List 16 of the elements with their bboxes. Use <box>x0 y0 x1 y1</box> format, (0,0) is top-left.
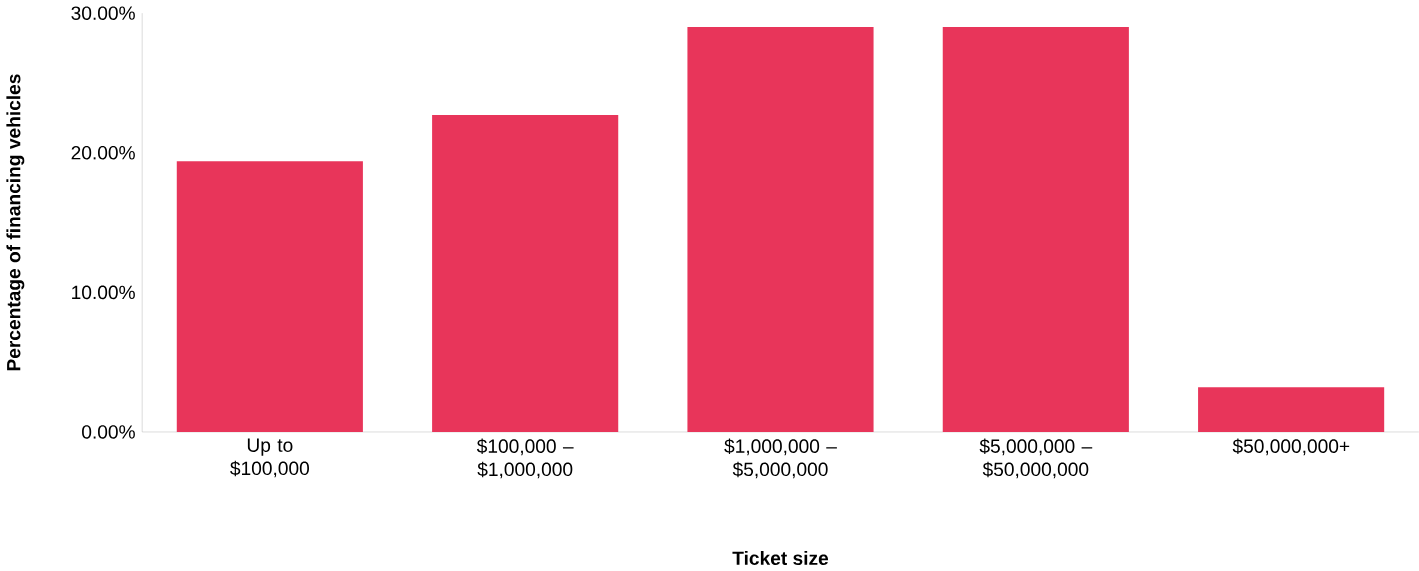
x-tick-label: $1,000,000 – $5,000,000 <box>724 438 837 479</box>
x-tick-label: $100,000 – $1,000,000 <box>476 438 574 479</box>
bar <box>1198 387 1385 432</box>
y-axis-title: Percentage of financing vehicles <box>6 74 25 371</box>
x-axis-title: Ticket size <box>732 550 829 565</box>
y-tick-label: 20.00% <box>71 145 135 160</box>
bar <box>432 114 619 432</box>
x-tick-label: Up to $100,000 <box>230 438 310 478</box>
x-tick-label: $50,000,000+ <box>1232 438 1350 455</box>
y-tick-label: 0.00% <box>82 425 135 439</box>
bar <box>942 26 1129 432</box>
x-tick-label: $5,000,000 – $50,000,000 <box>979 438 1093 479</box>
y-tick-label: 30.00% <box>71 6 135 20</box>
bar <box>176 160 363 432</box>
y-tick-label: 10.00% <box>72 285 135 299</box>
bar <box>687 26 874 432</box>
